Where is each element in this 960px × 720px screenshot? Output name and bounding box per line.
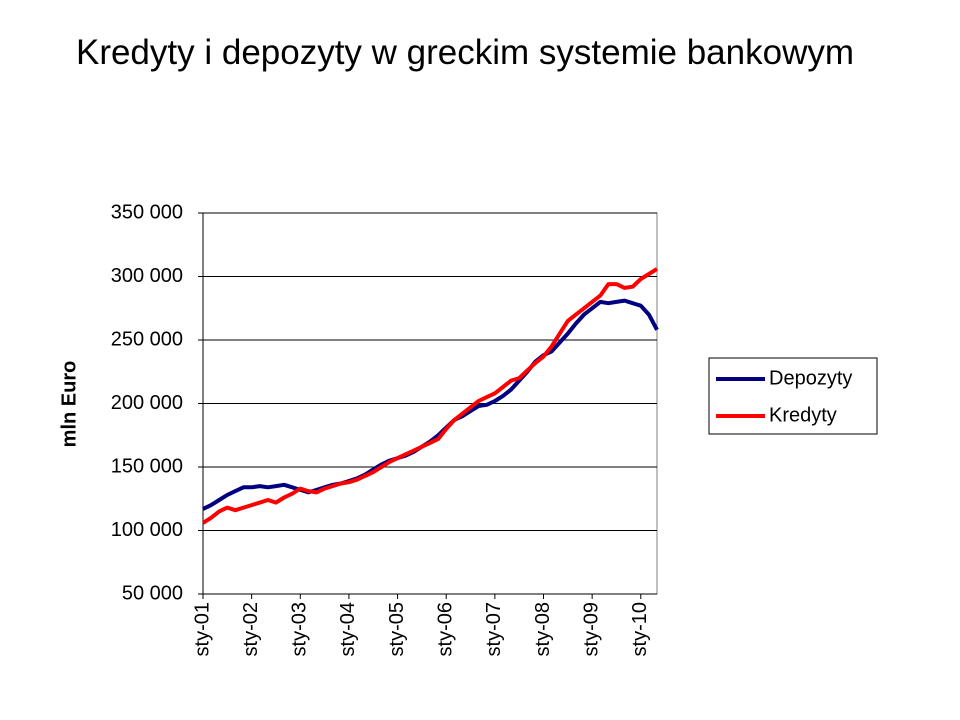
legend-label: Kredyty bbox=[769, 404, 837, 426]
y-tick-label: 250 000 bbox=[111, 328, 183, 350]
legend-box bbox=[708, 357, 878, 435]
y-tick-label: 200 000 bbox=[111, 392, 183, 414]
y-tick-label: 100 000 bbox=[111, 519, 183, 541]
y-tick-label: 300 000 bbox=[111, 265, 183, 287]
y-tick-label: 50 000 bbox=[122, 582, 183, 604]
x-tick-label: sty-09 bbox=[580, 602, 602, 656]
x-tick-label: sty-07 bbox=[483, 602, 505, 656]
data-line bbox=[201, 267, 659, 525]
x-tick-label: sty-10 bbox=[629, 602, 651, 656]
x-tick-label: sty-03 bbox=[289, 602, 311, 656]
y-tick-label: 350 000 bbox=[111, 201, 183, 223]
y-axis-label: mln Euro bbox=[58, 361, 80, 448]
x-tick-label: sty-04 bbox=[337, 602, 359, 656]
y-tick-label: 150 000 bbox=[111, 455, 183, 477]
x-tick-label: sty-08 bbox=[532, 602, 554, 656]
x-tick-label: sty-01 bbox=[191, 602, 213, 656]
x-tick-label: sty-05 bbox=[386, 602, 408, 656]
legend-label: Depozyty bbox=[769, 367, 852, 389]
x-tick-label: sty-06 bbox=[434, 602, 456, 656]
chart-title: Kredyty i depozyty w greckim systemie ba… bbox=[75, 33, 855, 72]
x-tick-label: sty-02 bbox=[240, 602, 262, 656]
